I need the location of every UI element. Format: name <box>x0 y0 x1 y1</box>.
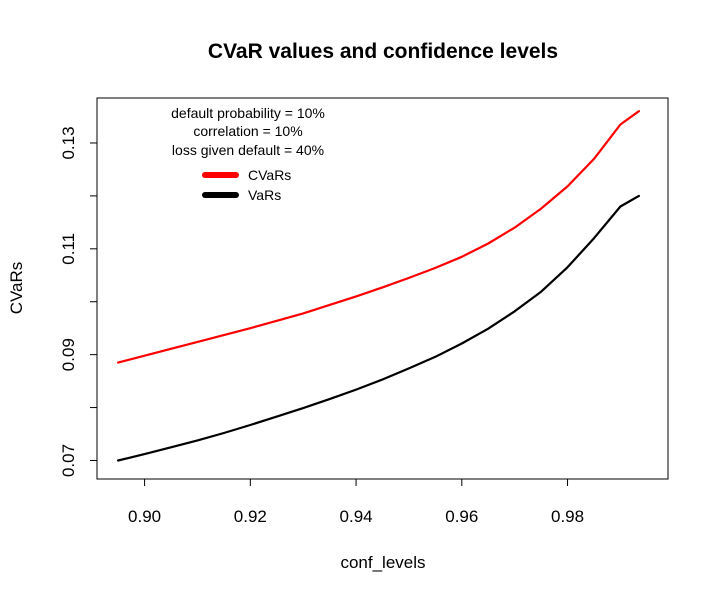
series-layer <box>116 110 641 462</box>
legend-label: CVaRs <box>248 167 291 183</box>
x-tick-label: 0.98 <box>551 507 584 526</box>
chart-title: CVaR values and confidence levels <box>208 40 558 63</box>
y-tick-label: 0.07 <box>59 444 78 477</box>
x-axis: 0.90 0.92 0.94 0.96 0.98 <box>128 479 584 526</box>
x-axis-label: conf_levels <box>340 553 425 572</box>
x-tick-label: 0.90 <box>128 507 161 526</box>
annotation-loss-given-default: loss given default = 40% <box>172 142 324 158</box>
legend-label: VaRs <box>248 187 281 203</box>
y-tick-label: 0.13 <box>59 126 78 159</box>
y-tick-label: 0.11 <box>59 233 78 265</box>
annotation-correlation: correlation = 10% <box>193 123 302 139</box>
series-line-vars <box>116 194 641 462</box>
x-tick-label: 0.94 <box>340 507 373 526</box>
series-line-cvars <box>116 110 641 364</box>
y-axis-label: CVaRs <box>7 262 26 315</box>
y-tick-label: 0.09 <box>59 338 78 371</box>
annotations: default probability = 10% correlation = … <box>171 105 325 158</box>
y-axis: 0.07 0.09 0.11 0.13 <box>59 126 97 477</box>
annotation-default-probability: default probability = 10% <box>171 105 325 121</box>
legend: CVaRs VaRs <box>202 167 291 203</box>
x-tick-label: 0.96 <box>445 507 478 526</box>
x-tick-label: 0.92 <box>234 507 267 526</box>
plot-frame <box>96 97 669 480</box>
